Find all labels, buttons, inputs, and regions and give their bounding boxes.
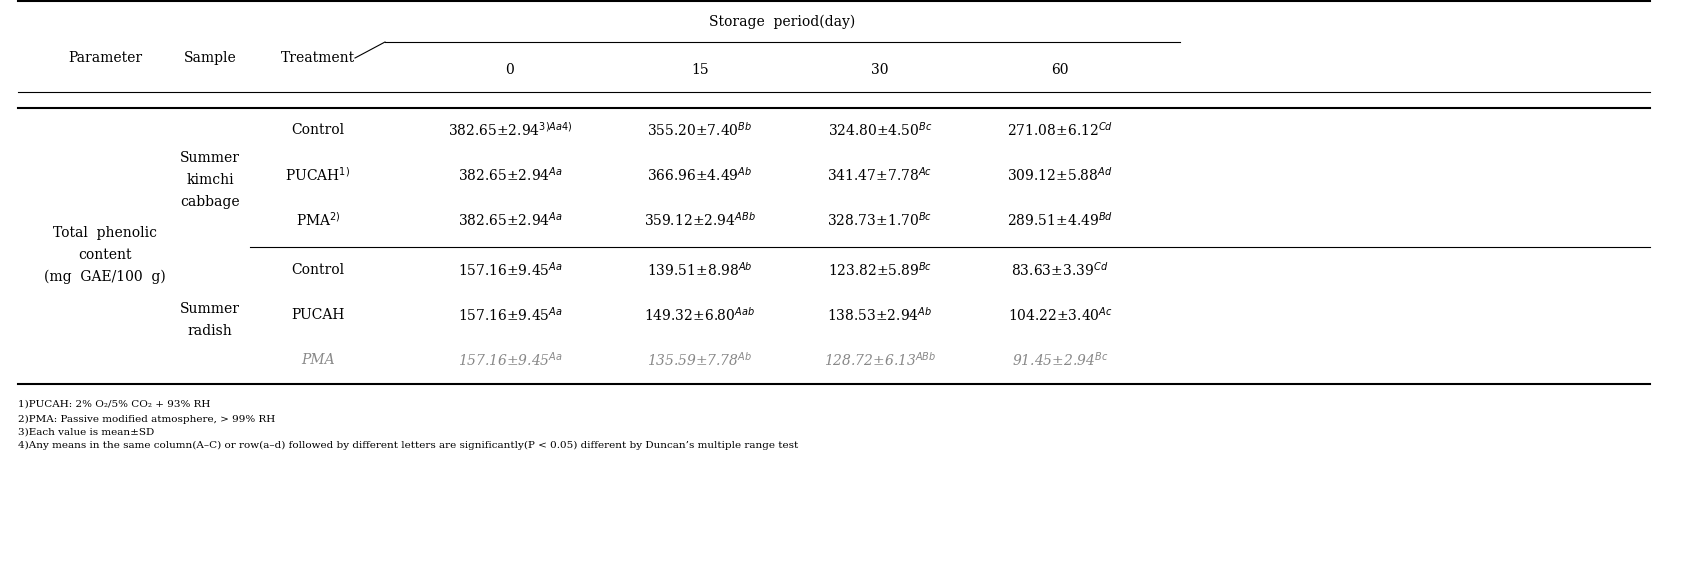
Text: 1)PUCAH: 2% O₂/5% CO₂ + 93% RH: 1)PUCAH: 2% O₂/5% CO₂ + 93% RH <box>19 400 211 409</box>
Text: 157.16±9.45$^{Aa}$: 157.16±9.45$^{Aa}$ <box>457 261 563 279</box>
Text: Sample: Sample <box>184 51 236 65</box>
Text: 91.45±2.94$^{Bc}$: 91.45±2.94$^{Bc}$ <box>1012 351 1108 370</box>
Text: Parameter: Parameter <box>67 51 142 65</box>
Text: 138.53±2.94$^{Ab}$: 138.53±2.94$^{Ab}$ <box>828 306 932 324</box>
Text: 128.72±6.13$^{ABb}$: 128.72±6.13$^{ABb}$ <box>824 351 936 369</box>
Text: 328.73±1.70$^{Bc}$: 328.73±1.70$^{Bc}$ <box>828 210 932 229</box>
Text: 382.65±2.94$^{Aa}$: 382.65±2.94$^{Aa}$ <box>457 210 563 229</box>
Text: 60: 60 <box>1052 63 1069 77</box>
Text: 157.16±9.45$^{Aa}$: 157.16±9.45$^{Aa}$ <box>457 351 563 370</box>
Text: 83.63±3.39$^{Cd}$: 83.63±3.39$^{Cd}$ <box>1012 261 1109 279</box>
Text: 324.80±4.50$^{Bc}$: 324.80±4.50$^{Bc}$ <box>828 121 932 140</box>
Text: Total  phenolic
content
(mg  GAE/100  g): Total phenolic content (mg GAE/100 g) <box>44 226 165 284</box>
Text: 0: 0 <box>506 63 514 77</box>
Text: Summer
radish: Summer radish <box>180 302 239 338</box>
Text: 4)Any means in the same column(A–C) or row(a–d) followed by different letters ar: 4)Any means in the same column(A–C) or r… <box>19 441 797 450</box>
Text: PMA$^{2)}$: PMA$^{2)}$ <box>295 211 341 229</box>
Text: 271.08±6.12$^{Cd}$: 271.08±6.12$^{Cd}$ <box>1007 121 1113 139</box>
Text: 157.16±9.45$^{Aa}$: 157.16±9.45$^{Aa}$ <box>457 305 563 324</box>
Text: Control: Control <box>292 123 344 137</box>
Text: 366.96±4.49$^{Ab}$: 366.96±4.49$^{Ab}$ <box>647 166 752 184</box>
Text: 382.65±2.94$^{3)Aa4)}$: 382.65±2.94$^{3)Aa4)}$ <box>448 121 572 139</box>
Text: 382.65±2.94$^{Aa}$: 382.65±2.94$^{Aa}$ <box>457 166 563 184</box>
Text: Control: Control <box>292 263 344 277</box>
Text: 104.22±3.40$^{Ac}$: 104.22±3.40$^{Ac}$ <box>1008 305 1113 324</box>
Text: 139.51±8.98$^{Ab}$: 139.51±8.98$^{Ab}$ <box>647 261 752 279</box>
Text: 135.59±7.78$^{Ab}$: 135.59±7.78$^{Ab}$ <box>647 351 752 369</box>
Text: 30: 30 <box>872 63 889 77</box>
Text: PMA: PMA <box>302 353 336 367</box>
Text: 359.12±2.94$^{ABb}$: 359.12±2.94$^{ABb}$ <box>644 211 755 229</box>
Text: Summer
kimchi
cabbage: Summer kimchi cabbage <box>180 152 239 209</box>
Text: Storage  period(day): Storage period(day) <box>710 15 855 29</box>
Text: 355.20±7.40$^{Bb}$: 355.20±7.40$^{Bb}$ <box>647 121 752 139</box>
Text: 123.82±5.89$^{Bc}$: 123.82±5.89$^{Bc}$ <box>828 261 932 279</box>
Text: 3)Each value is mean±SD: 3)Each value is mean±SD <box>19 428 153 437</box>
Text: 15: 15 <box>691 63 708 77</box>
Text: 2)PMA: Passive modified atmosphere, > 99% RH: 2)PMA: Passive modified atmosphere, > 99… <box>19 415 275 424</box>
Text: 341.47±7.78$^{Ac}$: 341.47±7.78$^{Ac}$ <box>828 166 932 184</box>
Text: PUCAH: PUCAH <box>292 308 344 322</box>
Text: 149.32±6.80$^{Aab}$: 149.32±6.80$^{Aab}$ <box>644 306 755 324</box>
Text: 289.51±4.49$^{Bd}$: 289.51±4.49$^{Bd}$ <box>1007 211 1113 229</box>
Text: Treatment: Treatment <box>282 51 356 65</box>
Text: PUCAH$^{1)}$: PUCAH$^{1)}$ <box>285 166 351 184</box>
Text: 309.12±5.88$^{Ad}$: 309.12±5.88$^{Ad}$ <box>1007 166 1113 184</box>
